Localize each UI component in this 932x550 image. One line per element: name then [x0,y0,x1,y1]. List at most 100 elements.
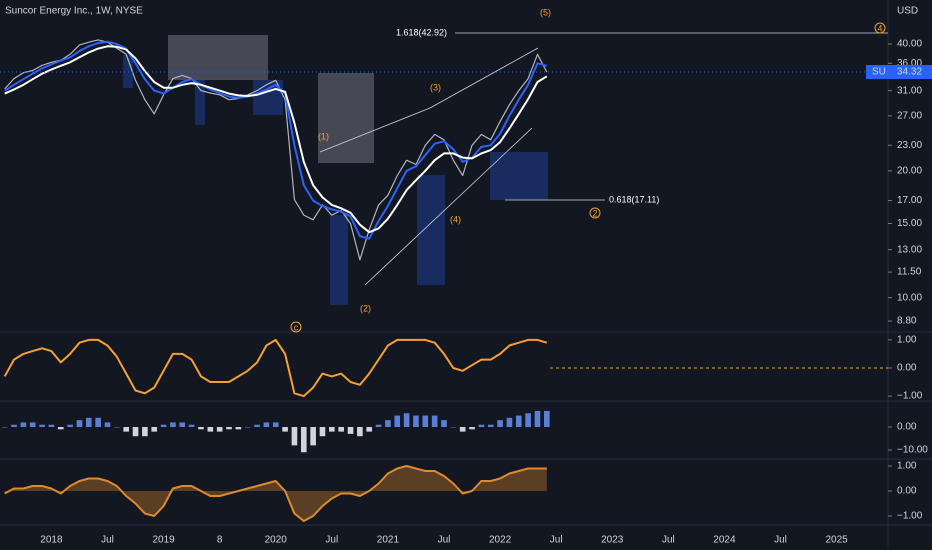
histogram-bar [132,427,139,437]
y-tick-label: 0.00 [897,363,917,374]
series-line [3,338,548,398]
histogram-bar [282,427,288,432]
x-tick-label: 2021 [377,535,400,546]
y-tick-label: −10.00 [897,445,928,456]
wave-label: (5) [540,7,551,17]
histogram-bar [534,410,541,428]
histogram-bar [263,422,270,428]
histogram-bar [29,422,36,428]
y-tick-label: 0.00 [897,422,917,433]
histogram-bar [20,422,27,428]
histogram-bar [216,427,223,432]
y-tick-label: 17.00 [897,195,922,206]
y-tick-label: 20.00 [897,165,922,176]
x-tick-label: 2023 [601,535,624,546]
histogram-bar [235,427,242,430]
histogram-bar [450,427,457,428]
fib-label: 1.618(42.92) [396,27,447,37]
histogram-bar [207,427,214,432]
histogram-bar [114,427,120,428]
histogram-bar [478,424,485,428]
histogram-bar [338,427,344,432]
y-tick-label: 10.00 [897,292,922,303]
y-tick-label: 40.00 [897,39,922,50]
histogram-bar [57,427,64,430]
histogram-bar [300,427,307,453]
x-tick-label: Jul [774,535,787,546]
y-tick-label: −1.00 [897,511,923,522]
wave-circle: 4 [877,23,882,33]
x-tick-label: 2025 [825,535,848,546]
x-tick-label: Jul [550,535,563,546]
y-tick-label: 13.00 [897,244,922,255]
wave-label: (2) [360,303,371,313]
x-tick-label: 8 [217,535,223,546]
histogram-bar [11,424,17,428]
histogram-bar [170,422,176,428]
histogram-bar [160,424,167,428]
histogram-bar [403,413,410,428]
histogram-bar [431,415,438,428]
symbol-label: SU [872,67,886,78]
histogram-bar [366,427,373,432]
histogram-bar [413,415,419,428]
histogram-bar [319,427,326,437]
histogram-bar [310,427,316,446]
histogram-bar [515,415,522,428]
histogram-bar [506,417,513,428]
histogram-bar [39,424,45,428]
histogram-bar [179,422,186,428]
histogram-bar [151,427,158,432]
histogram-bar [85,417,92,428]
y-tick-label: 27.00 [897,111,922,122]
histogram-bar [67,424,73,428]
histogram-bar [198,427,204,430]
y-tick-label: 36.00 [897,58,922,69]
y-tick-label: 1.00 [897,461,917,472]
y-tick-label: 11.50 [897,267,922,278]
x-tick-label: Jul [662,535,675,546]
y-tick-label: 31.00 [897,85,922,96]
x-tick-label: 2024 [713,535,736,546]
wave-circle: 2 [592,208,597,218]
histogram-bar [226,427,232,430]
histogram-bar [497,420,503,428]
histogram-bar [459,427,466,432]
histogram-bar [385,420,391,428]
x-tick-label: Jul [438,535,451,546]
y-tick-label: 0.00 [897,486,917,497]
y-tick-label: 8.80 [897,316,917,327]
y-tick-label: 23.00 [897,140,922,151]
x-tick-label: 2019 [152,535,175,546]
y-tick-label: 1.00 [897,335,917,346]
series-line [4,45,548,234]
histogram-bar [347,427,354,434]
series-line [4,465,547,522]
histogram-bar [422,415,429,428]
histogram-bar [123,427,129,432]
series-line [4,40,548,240]
wave-label: (3) [430,82,441,92]
fib-label: 0.618(17.11) [609,194,659,204]
histogram-bar [487,424,494,428]
y-tick-label: −1.00 [897,391,923,402]
histogram-bar [244,427,251,428]
histogram-bar [188,424,195,428]
histogram-bar [525,413,531,428]
last-price-label: 34.32 [897,67,922,78]
x-tick-label: Jul [325,535,338,546]
last-price-box [866,65,932,80]
histogram-bar [104,422,111,428]
histogram-bar [544,410,550,428]
chart-title: Suncor Energy Inc., 1W, NYSE [5,6,143,17]
histogram-bar [375,424,382,428]
histogram-bar [272,422,279,428]
histogram-bar [469,427,475,430]
histogram-bar [142,427,148,437]
wave-circle: c [294,322,299,332]
y-tick-label: 15.00 [897,218,922,229]
histogram-bar [394,415,401,428]
x-tick-label: Jul [101,535,114,546]
